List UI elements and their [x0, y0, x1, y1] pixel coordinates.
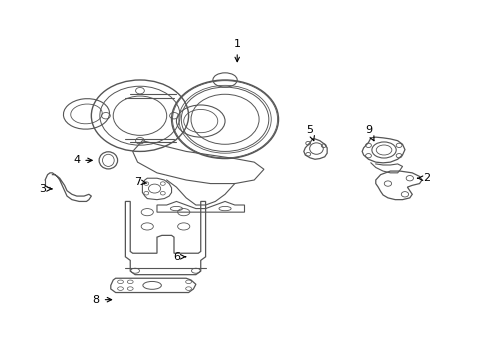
Text: 3: 3: [39, 184, 52, 194]
Text: 5: 5: [306, 125, 314, 141]
Text: 4: 4: [73, 156, 92, 165]
Text: 9: 9: [364, 125, 373, 141]
Text: 6: 6: [173, 252, 185, 262]
Text: 7: 7: [134, 177, 146, 187]
Text: 1: 1: [233, 39, 240, 62]
Text: 8: 8: [92, 295, 111, 305]
Text: 2: 2: [417, 173, 429, 183]
